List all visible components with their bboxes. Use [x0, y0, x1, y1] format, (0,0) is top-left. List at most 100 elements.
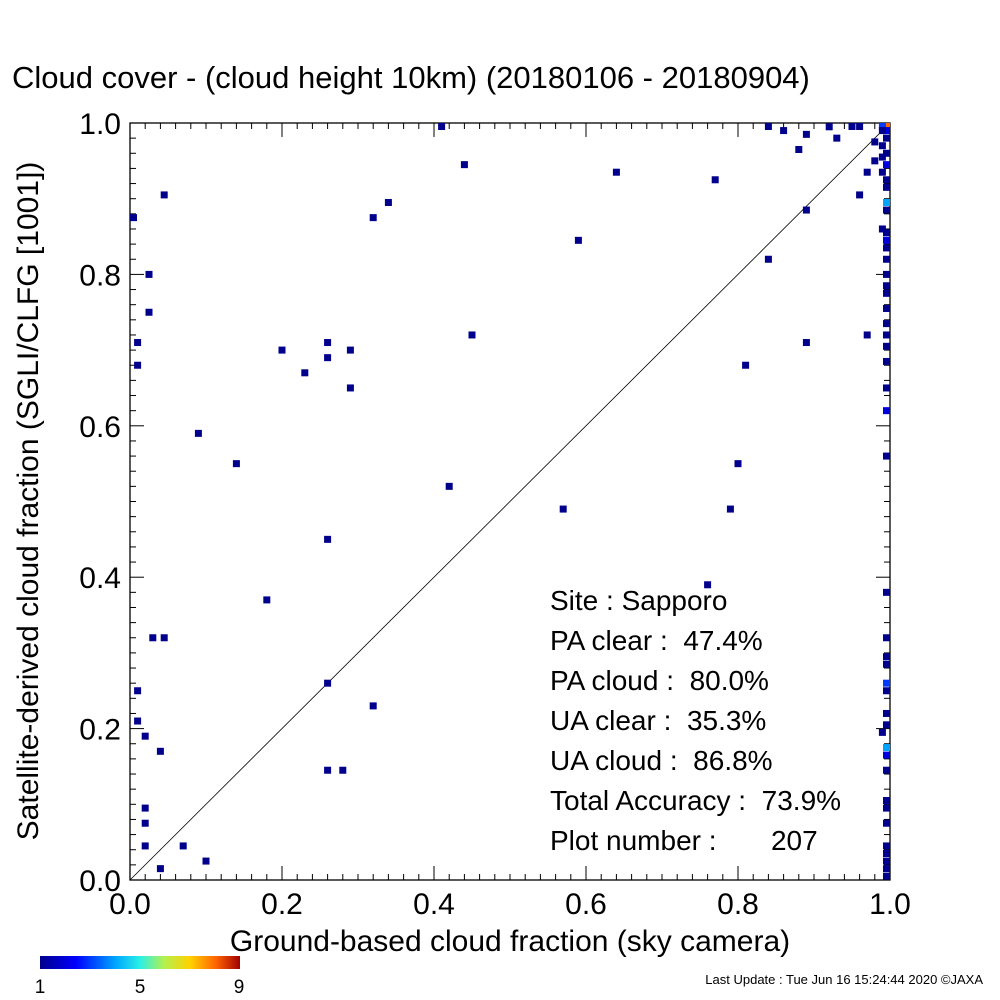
data-point	[324, 766, 332, 774]
data-point	[878, 168, 886, 176]
stats-line: PA clear : 47.4%	[550, 625, 763, 656]
stats-box: Site : Sapporo PA clear : 47.4% PA cloud :…	[550, 585, 841, 856]
y-tick-label: 1.0	[79, 108, 121, 141]
stats-line: Site : Sapporo	[550, 585, 727, 616]
data-point	[883, 236, 890, 244]
y-tick-labels: 0.0 0.2 0.4 0.6 0.8 1.0	[79, 108, 121, 898]
data-point	[278, 346, 286, 354]
data-point	[883, 797, 890, 805]
plot-area	[129, 122, 891, 881]
data-point	[883, 709, 890, 717]
data-point	[468, 331, 476, 339]
data-point	[160, 191, 168, 199]
stats-line: Plot number : 207	[550, 825, 818, 856]
data-point	[324, 354, 332, 362]
stats-line: UA cloud : 86.8%	[550, 745, 773, 776]
data-point	[704, 581, 712, 589]
chart-title: Cloud cover - (cloud height 10km) (20180…	[12, 60, 810, 95]
data-point	[156, 747, 164, 755]
data-point	[134, 717, 142, 725]
data-point	[883, 357, 890, 365]
data-point	[883, 634, 890, 642]
data-point	[883, 206, 890, 214]
y-tick-label: 0.4	[79, 562, 121, 595]
data-point	[134, 361, 142, 369]
data-point	[825, 123, 833, 131]
x-tick-label: 0.8	[717, 888, 759, 921]
data-point	[883, 865, 890, 873]
data-point	[802, 339, 810, 347]
data-point	[802, 130, 810, 138]
data-point	[145, 308, 153, 316]
data-point	[878, 225, 886, 233]
data-point	[764, 255, 772, 263]
data-point	[883, 123, 890, 130]
data-point	[883, 679, 890, 687]
data-point	[263, 596, 271, 604]
data-point	[883, 751, 890, 759]
y-tick-label: 0.8	[79, 259, 121, 292]
data-point	[764, 123, 772, 130]
data-point	[156, 865, 164, 873]
data-point	[878, 153, 886, 161]
data-point	[734, 460, 742, 468]
data-point	[141, 732, 149, 740]
data-point	[160, 634, 168, 642]
data-point	[301, 369, 309, 377]
data-point	[780, 127, 788, 135]
data-point	[883, 255, 890, 263]
data-point	[726, 505, 734, 513]
x-tick-label: 1.0	[869, 888, 911, 921]
x-tick-label: 0.0	[109, 888, 151, 921]
x-tick-label: 0.6	[565, 888, 607, 921]
data-point	[878, 123, 886, 130]
colorbar: 1 5 9	[35, 956, 244, 998]
data-point	[883, 850, 890, 858]
data-point	[878, 142, 886, 150]
data-point	[883, 289, 890, 297]
y-axis-label: Satellite-derived cloud fraction (SGLI/C…	[12, 162, 45, 841]
data-point	[438, 123, 446, 130]
data-point	[883, 183, 890, 191]
data-point	[339, 766, 347, 774]
data-point	[883, 304, 890, 312]
data-point	[863, 168, 871, 176]
stats-line: UA clear : 35.3%	[550, 705, 766, 736]
data-point	[883, 161, 890, 169]
data-point	[883, 176, 890, 184]
data-point	[141, 804, 149, 812]
data-point	[883, 198, 890, 206]
data-point	[878, 728, 886, 736]
y-tick-label: 0.2	[79, 714, 121, 747]
data-points	[130, 123, 890, 880]
data-point	[883, 342, 890, 350]
data-point	[145, 270, 153, 278]
data-point	[179, 842, 187, 850]
data-point	[802, 206, 810, 214]
data-point	[141, 819, 149, 827]
data-point	[141, 842, 149, 850]
data-point	[883, 229, 890, 237]
data-point	[149, 634, 157, 642]
data-point	[460, 161, 468, 169]
data-point	[848, 123, 856, 130]
data-point	[863, 331, 871, 339]
data-point	[883, 149, 890, 157]
data-point	[883, 660, 890, 668]
data-point	[559, 505, 567, 513]
data-point	[369, 702, 377, 710]
data-point	[324, 535, 332, 543]
data-point	[384, 198, 392, 206]
x-tick-label: 0.4	[413, 888, 455, 921]
x-tick-labels: 0.0 0.2 0.4 0.6 0.8 1.0	[109, 888, 911, 921]
data-point	[883, 384, 890, 392]
colorbar-label-mid: 5	[135, 977, 146, 998]
data-point	[883, 331, 890, 339]
data-point	[883, 842, 890, 850]
data-point	[883, 766, 890, 774]
data-point	[369, 214, 377, 222]
data-point	[883, 452, 890, 460]
data-point	[883, 320, 890, 328]
data-point	[883, 804, 890, 812]
